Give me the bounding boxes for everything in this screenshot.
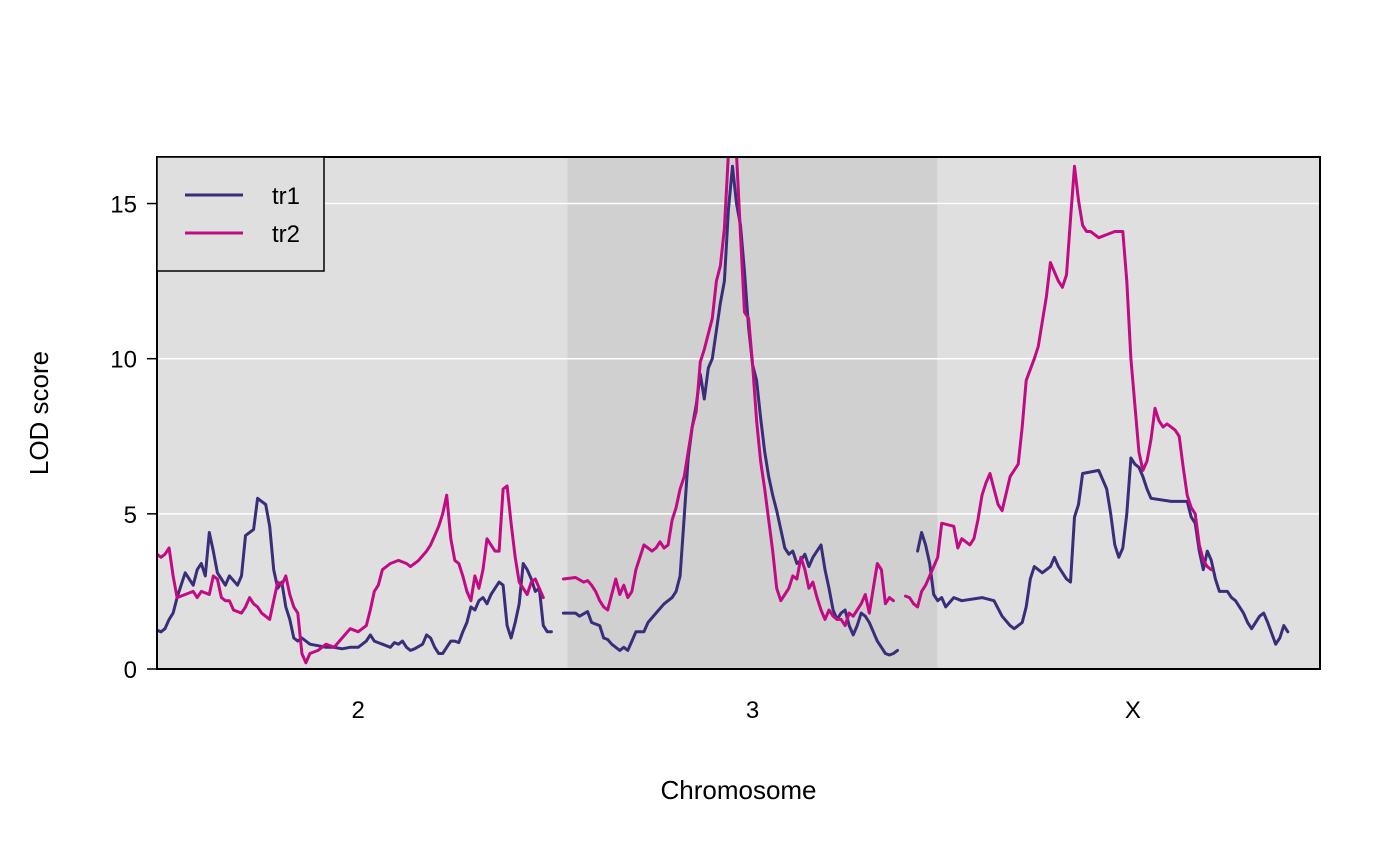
x-tick-label: X: [1125, 697, 1141, 724]
plot-frame: [156, 156, 1321, 670]
series-line-tr2: [157, 484, 545, 665]
y-tick-label: 15: [110, 192, 137, 219]
y-tick-label: 5: [124, 502, 137, 529]
lod-curves: [157, 157, 1290, 665]
series-line-tr2: [904, 164, 1213, 609]
y-tick-label: 0: [124, 657, 137, 684]
chromosome-panel-X: [937, 157, 1320, 669]
chromosome-panels: [157, 157, 1320, 669]
legend-box: [156, 156, 325, 272]
series-line-tr2: [561, 157, 895, 628]
x-tick-label: 2: [352, 697, 365, 724]
legend-label-tr2: tr2: [272, 221, 300, 248]
x-axis: 2 3 X: [352, 697, 1141, 724]
y-axis-title: LOD score: [24, 351, 54, 475]
x-axis-title: Chromosome: [660, 775, 816, 805]
series-line-tr1: [916, 456, 1290, 646]
y-axis: 0 5 10 15: [110, 192, 157, 684]
x-tick-label: 3: [746, 697, 759, 724]
chromosome-panel-3: [567, 157, 938, 669]
series-line-tr1: [157, 496, 553, 655]
legend-label-tr1: tr1: [272, 183, 300, 210]
y-tick-label: 10: [110, 347, 137, 374]
